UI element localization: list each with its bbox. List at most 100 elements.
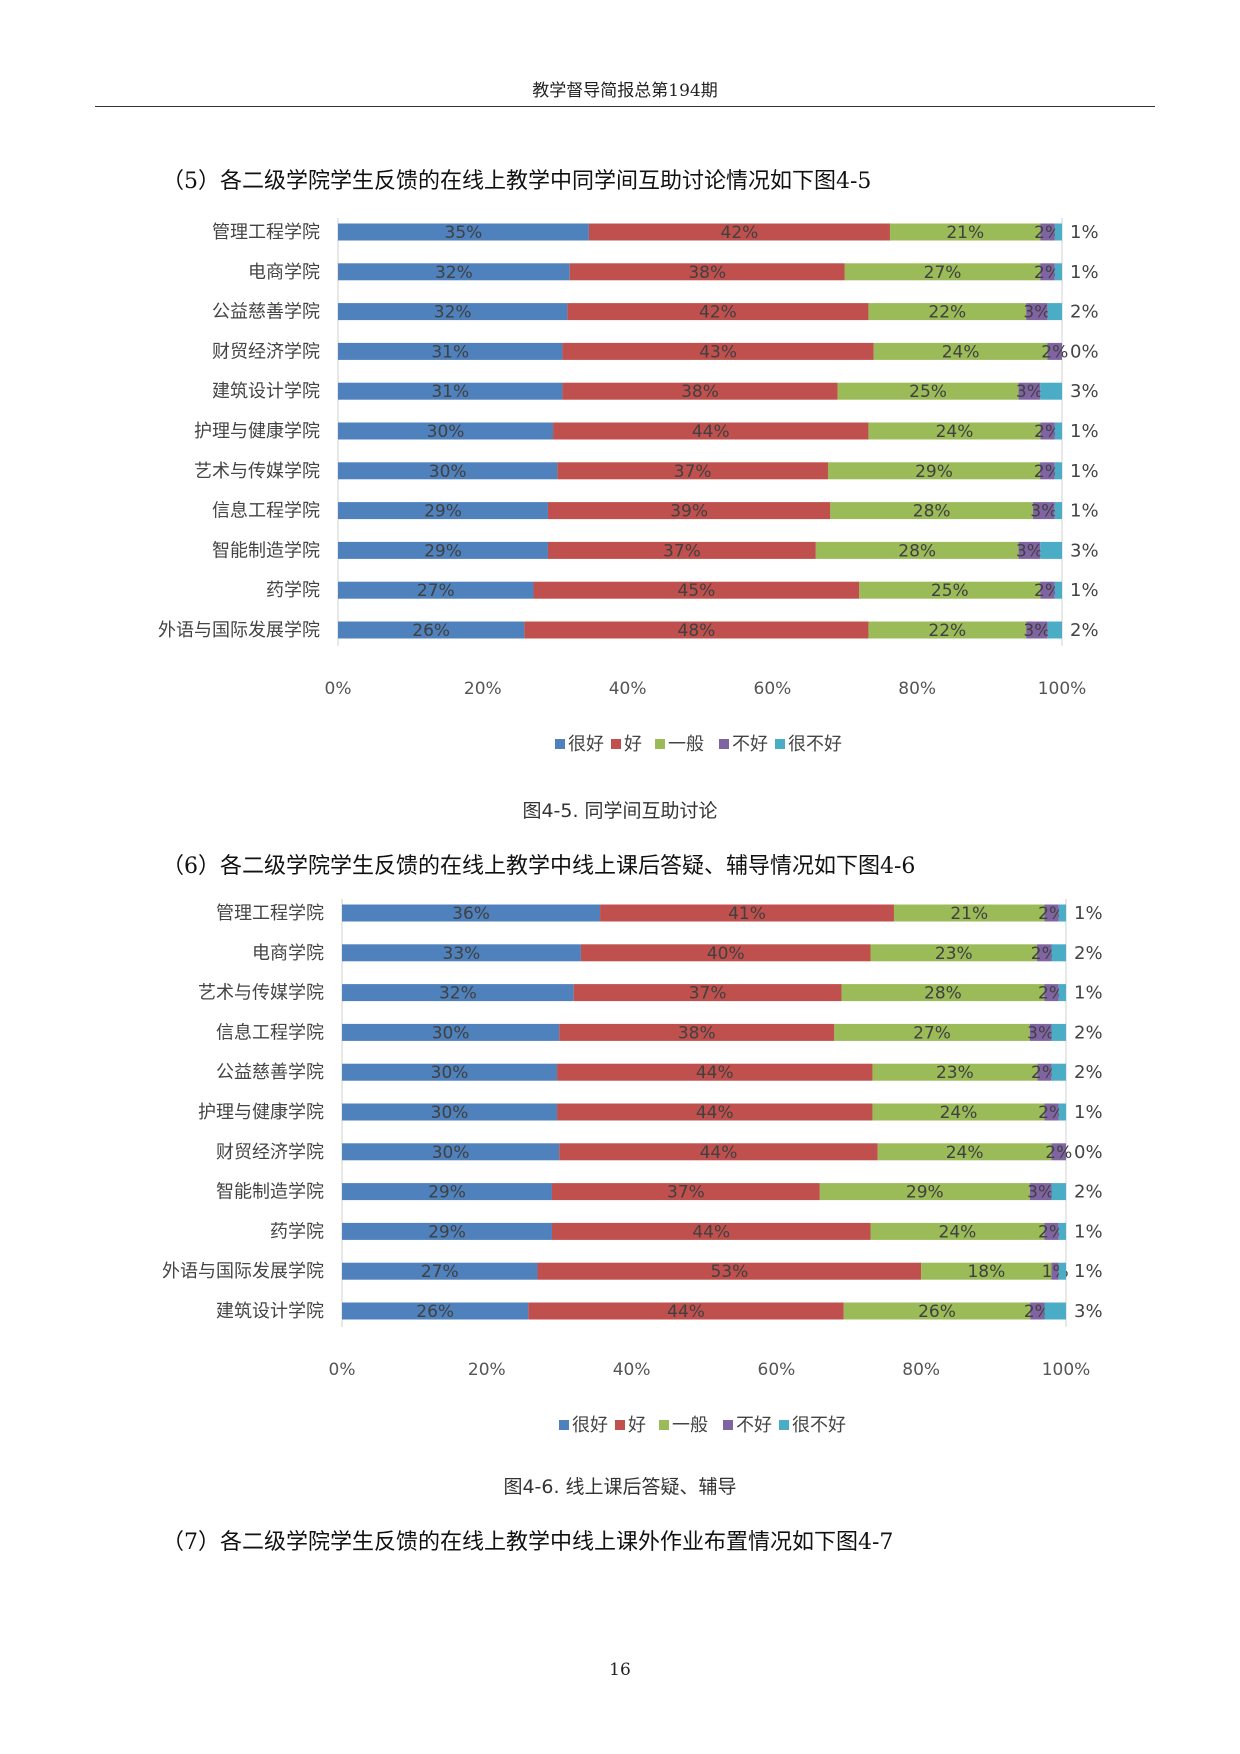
bar-segment (827, 462, 1041, 480)
bar-segment (338, 263, 570, 281)
header-divider (95, 106, 1155, 107)
bar-segment (338, 462, 558, 480)
category-label: 公益慈善学院 (216, 1062, 324, 1083)
bar-segment (1058, 904, 1066, 922)
data-label: 44% (692, 422, 730, 442)
legend-swatch (659, 1420, 669, 1430)
bar-segment (551, 1222, 871, 1240)
category-label: 管理工程学院 (216, 903, 324, 924)
data-label: 3% (1070, 381, 1099, 402)
x-tick-label: 80% (902, 1360, 940, 1380)
data-label: 21% (950, 904, 988, 924)
legend-swatch (555, 739, 565, 749)
bar-segment (338, 581, 534, 599)
bar-segment (1026, 303, 1048, 321)
legend-item: 很不好 (775, 734, 842, 755)
bar-segment (815, 541, 1019, 559)
category-label: 护理与健康学院 (194, 421, 320, 442)
bar-row: 管理工程学院 35% 42% 21% 2% 1% (212, 222, 1099, 243)
bar-segment (1058, 1103, 1066, 1121)
data-label: 1% (1070, 461, 1099, 482)
legend-label: 不好 (736, 1415, 772, 1436)
bar-segment (1047, 303, 1062, 321)
bar-row: 信息工程学院 30% 38% 27% 3% 2% (216, 1022, 1103, 1043)
data-label: 27% (421, 1262, 459, 1282)
legend-label: 不好 (732, 734, 768, 755)
data-label: 37% (689, 984, 727, 1004)
category-label: 智能制造学院 (216, 1182, 324, 1203)
data-label: 2% (1074, 1182, 1103, 1203)
data-label: 2% (1034, 223, 1061, 243)
legend-swatch (559, 1420, 569, 1430)
data-label: 29% (906, 1183, 944, 1203)
legend-swatch (655, 739, 665, 749)
legend-label: 好 (624, 734, 642, 755)
category-label: 管理工程学院 (212, 222, 320, 243)
data-label: 2% (1074, 943, 1103, 964)
bar-segment (1044, 1302, 1066, 1320)
bar-row: 艺术与传媒学院 32% 37% 28% 2% 1% (198, 983, 1103, 1004)
legend-item: 一般 (659, 1415, 708, 1436)
legend-label: 很不好 (792, 1415, 846, 1436)
bar-row: 药学院 29% 44% 24% 2% 1% (270, 1221, 1103, 1242)
bar-segment (338, 502, 548, 520)
bar-segment (830, 502, 1034, 520)
x-tick-label: 100% (1042, 1360, 1091, 1380)
bar-segment (1054, 223, 1062, 241)
data-label: 2% (1038, 904, 1065, 924)
chart-peer-discussion: 管理工程学院 35% 42% 21% 2% 1% 电商学院 32% 38% 27% 2% 1% 公益慈善… (158, 218, 1099, 755)
data-label: 45% (677, 581, 715, 601)
bar-segment (342, 1222, 552, 1240)
bar-segment (553, 422, 869, 440)
bar-segment (819, 1183, 1030, 1201)
bar-segment (338, 223, 589, 241)
bar-segment (537, 1262, 922, 1280)
category-label: 艺术与传媒学院 (198, 983, 324, 1004)
bar-segment (557, 1103, 873, 1121)
data-label: 40% (707, 944, 745, 964)
data-label: 3% (1023, 303, 1050, 323)
data-label: 37% (667, 1183, 705, 1203)
bar-segment (872, 1063, 1038, 1081)
bar-segment (1037, 944, 1052, 962)
bar-segment (1040, 462, 1055, 480)
data-label: 29% (424, 541, 462, 561)
data-label: 2% (1038, 984, 1065, 1004)
bar-row: 智能制造学院 29% 37% 29% 3% 2% (216, 1182, 1103, 1203)
legend-item: 好 (611, 734, 642, 755)
data-label: 38% (678, 1023, 716, 1043)
bar-segment (921, 1262, 1052, 1280)
data-label: 30% (432, 1143, 470, 1163)
legend-item: 好 (615, 1415, 646, 1436)
bar-segment (1018, 382, 1041, 400)
page-header: 教学督导简报总第194期 (532, 81, 718, 101)
data-label: 31% (431, 342, 469, 362)
bar-row: 电商学院 33% 40% 23% 2% 2% (252, 943, 1103, 964)
bar-segment (1026, 621, 1048, 639)
bar-segment (843, 1302, 1031, 1320)
data-label: 2% (1074, 1022, 1103, 1043)
data-label: 27% (913, 1023, 951, 1043)
bar-row: 护理与健康学院 30% 44% 24% 2% 1% (198, 1102, 1103, 1123)
bar-row: 建筑设计学院 26% 44% 26% 2% 3% (216, 1301, 1103, 1322)
legend: 很好好 一般 不好 很不好 (559, 1415, 846, 1436)
x-tick-label: 60% (758, 1360, 796, 1380)
legend-swatch (615, 1420, 625, 1430)
bar-row: 信息工程学院 29% 39% 28% 3% 1% (212, 501, 1099, 522)
data-label: 1% (1070, 262, 1099, 283)
bar-segment (834, 1023, 1030, 1041)
bar-segment (870, 1222, 1045, 1240)
data-label: 0% (1074, 1142, 1103, 1163)
bar-row: 公益慈善学院 32% 42% 22% 3% 2% (212, 302, 1099, 323)
data-label: 2% (1034, 462, 1061, 482)
data-label: 2% (1024, 1302, 1051, 1322)
data-label: 30% (431, 1103, 469, 1123)
data-label: 23% (936, 1063, 974, 1083)
bar-segment (1058, 984, 1066, 1002)
bar-row: 外语与国际发展学院 27% 53% 18% 1% 1% (162, 1261, 1103, 1282)
data-label: 24% (942, 342, 980, 362)
data-label: 1% (1070, 580, 1099, 601)
x-tick-label: 0% (329, 1360, 356, 1380)
data-label: 2% (1070, 620, 1099, 641)
legend-item: 不好 (723, 1415, 772, 1436)
